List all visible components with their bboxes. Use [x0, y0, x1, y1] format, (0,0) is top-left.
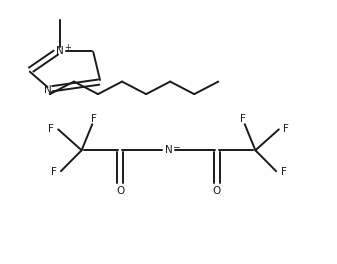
Text: F: F [48, 124, 54, 134]
Text: F: F [283, 124, 289, 134]
Text: F: F [280, 167, 286, 177]
Text: O: O [116, 186, 124, 196]
Text: O: O [213, 186, 221, 196]
Text: F: F [240, 115, 246, 124]
Text: N: N [165, 145, 172, 155]
Text: −: − [173, 143, 180, 152]
Text: N: N [56, 46, 64, 56]
Text: +: + [64, 43, 71, 52]
Text: F: F [51, 167, 57, 177]
Text: F: F [91, 115, 97, 124]
Text: N: N [44, 85, 52, 95]
